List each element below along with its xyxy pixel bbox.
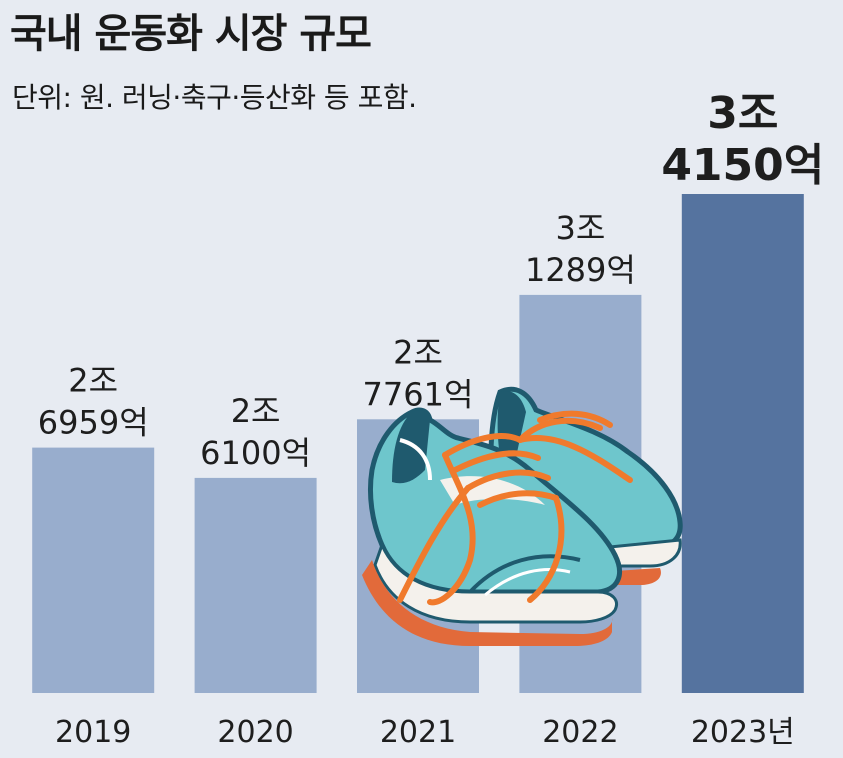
bar-2019	[32, 447, 155, 693]
value-label: 4150억	[661, 140, 824, 191]
chart-title: 국내 운동화 시장 규모	[10, 11, 372, 57]
x-tick-label: 2019	[55, 715, 131, 750]
value-label: 2조	[231, 392, 281, 430]
value-label: 3조	[707, 88, 778, 139]
value-label: 2조	[68, 362, 118, 400]
x-tick-label: 2021	[380, 715, 456, 750]
shoe-laces-icon	[397, 410, 633, 606]
bar-2020	[194, 477, 317, 693]
x-tick-label: 2023년	[691, 715, 795, 750]
value-label: 6959억	[38, 404, 149, 442]
bar-2023년	[681, 194, 804, 693]
x-tick-label: 2022	[542, 715, 618, 750]
value-label: 1289억	[525, 251, 636, 289]
value-label: 6100억	[200, 434, 311, 472]
x-tick-label: 2020	[217, 715, 293, 750]
value-label: 3조	[555, 209, 605, 247]
running-shoes-illustration	[362, 386, 683, 646]
value-label: 2조	[393, 333, 443, 371]
value-label: 7761억	[363, 375, 474, 413]
chart-subtitle: 단위: 원. 러닝·축구·등산화 등 포함.	[12, 81, 417, 114]
